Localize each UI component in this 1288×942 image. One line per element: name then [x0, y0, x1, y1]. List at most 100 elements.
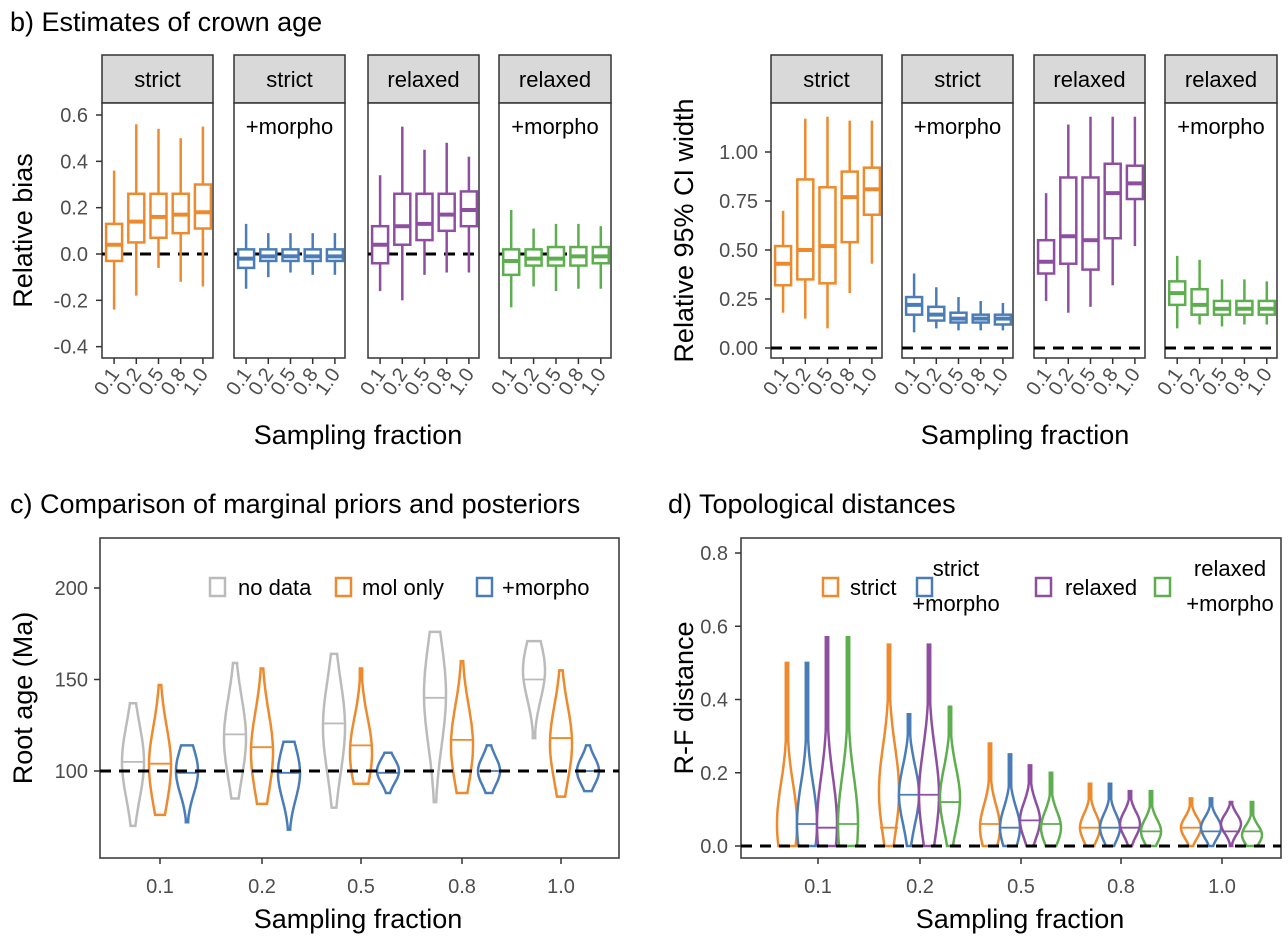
violin	[978, 742, 1002, 848]
box	[840, 170, 859, 244]
boxplot	[104, 170, 124, 310]
facet-strip-label: relaxed	[519, 67, 591, 92]
x-axis-title: Sampling fraction	[916, 904, 1125, 934]
violin-shape	[1139, 789, 1163, 848]
violin	[877, 643, 901, 848]
violin	[836, 635, 860, 848]
x-tick-label: 1.0	[1111, 364, 1145, 399]
violin	[222, 661, 248, 800]
violin-shape	[938, 705, 962, 848]
facet-strip-label: relaxed	[387, 67, 459, 92]
y-tick-label: 0.8	[700, 543, 728, 565]
facet-strip	[233, 54, 346, 104]
violin	[1039, 771, 1063, 848]
violin	[917, 643, 941, 848]
legend-key-strict	[821, 576, 840, 598]
violin	[1118, 789, 1142, 848]
box	[104, 222, 124, 263]
y-tick-label: -0.4	[54, 337, 88, 359]
y-tick-label: 0.2	[700, 763, 728, 785]
boxplot	[393, 126, 412, 301]
violin	[1219, 800, 1243, 848]
violin-shape	[795, 661, 819, 848]
boxplot	[171, 138, 190, 282]
x-tick-label: 1.0	[445, 364, 479, 399]
x-tick-label: 1.0	[1208, 876, 1236, 898]
boxplot	[325, 233, 345, 275]
violin-shape	[877, 643, 901, 848]
violin	[548, 669, 574, 798]
boxplot	[1167, 255, 1187, 329]
violin-shape	[521, 639, 547, 740]
y-tick-label: 0.2	[60, 198, 88, 220]
y-tick-label: 0.00	[719, 338, 758, 360]
boxplot	[193, 126, 213, 287]
box	[818, 186, 837, 285]
box	[193, 183, 213, 230]
violin	[375, 751, 401, 795]
box	[415, 192, 434, 242]
violin	[795, 661, 819, 848]
facet-sublabel: +morpho	[246, 114, 333, 139]
violin	[422, 630, 448, 804]
boxplot	[773, 210, 793, 313]
legend-label-mol-only: mol only	[362, 575, 444, 600]
x-tick-label: 0.1	[804, 876, 832, 898]
box	[437, 192, 456, 233]
box	[393, 192, 412, 246]
facet-strip-label: strict	[934, 67, 980, 92]
facet-strip-label: relaxed	[1053, 67, 1125, 92]
violin-shape	[422, 630, 448, 804]
boxplot	[1103, 116, 1122, 286]
violin	[815, 635, 839, 848]
boxplot	[459, 156, 479, 273]
facet-strip-label: strict	[134, 67, 180, 92]
boxplot	[862, 120, 882, 264]
boxplot	[1059, 124, 1078, 313]
violin	[321, 652, 347, 809]
facet-strip	[901, 54, 1014, 104]
y-tick-label: 0.6	[700, 616, 728, 638]
violin-shape	[321, 652, 347, 809]
panel-title: c) Comparison of marginal priors and pos…	[10, 489, 580, 519]
facet-strip	[1164, 54, 1278, 104]
violin	[147, 683, 173, 817]
boxplot	[949, 297, 968, 331]
boxplot	[993, 302, 1013, 331]
y-axis-title: Relative 95% CI width	[669, 98, 699, 362]
boxplot	[501, 209, 521, 308]
boxplot	[546, 223, 566, 292]
violin-shape	[147, 683, 173, 817]
violin	[449, 659, 475, 795]
violin-shape	[174, 744, 200, 824]
boxplot	[437, 142, 456, 273]
x-tick-label: 0.2	[906, 876, 934, 898]
boxplot	[927, 287, 946, 329]
legend-label-strict-morpho: strict	[933, 556, 979, 581]
y-tick-label: 150	[55, 670, 88, 692]
boxplot	[1125, 116, 1145, 247]
box	[1036, 238, 1056, 275]
boxplot	[1212, 279, 1232, 327]
violin-shape	[476, 744, 502, 795]
facet-sublabel: +morpho	[914, 114, 1001, 139]
boxplot	[904, 273, 924, 333]
boxplot	[259, 233, 278, 278]
violin-shape	[548, 669, 574, 798]
violin-shape	[998, 753, 1022, 848]
legend-key-mol-only	[334, 576, 353, 598]
violin	[1018, 764, 1042, 848]
boxplot	[281, 233, 300, 273]
x-tick-label: 0.2	[248, 876, 276, 898]
panel-title: d) Topological distances	[668, 489, 956, 519]
violin	[174, 744, 200, 824]
y-tick-label: 1.00	[719, 142, 758, 164]
y-tick-label: 0.25	[719, 289, 758, 311]
legend-key-strict-morpho	[915, 576, 934, 598]
box	[796, 178, 815, 281]
x-tick-label: 0.5	[1007, 876, 1035, 898]
violin-shape	[120, 702, 146, 828]
legend-key-no-data	[208, 576, 227, 598]
x-tick-label: 1.0	[1243, 364, 1277, 399]
boxplot	[1257, 281, 1277, 325]
